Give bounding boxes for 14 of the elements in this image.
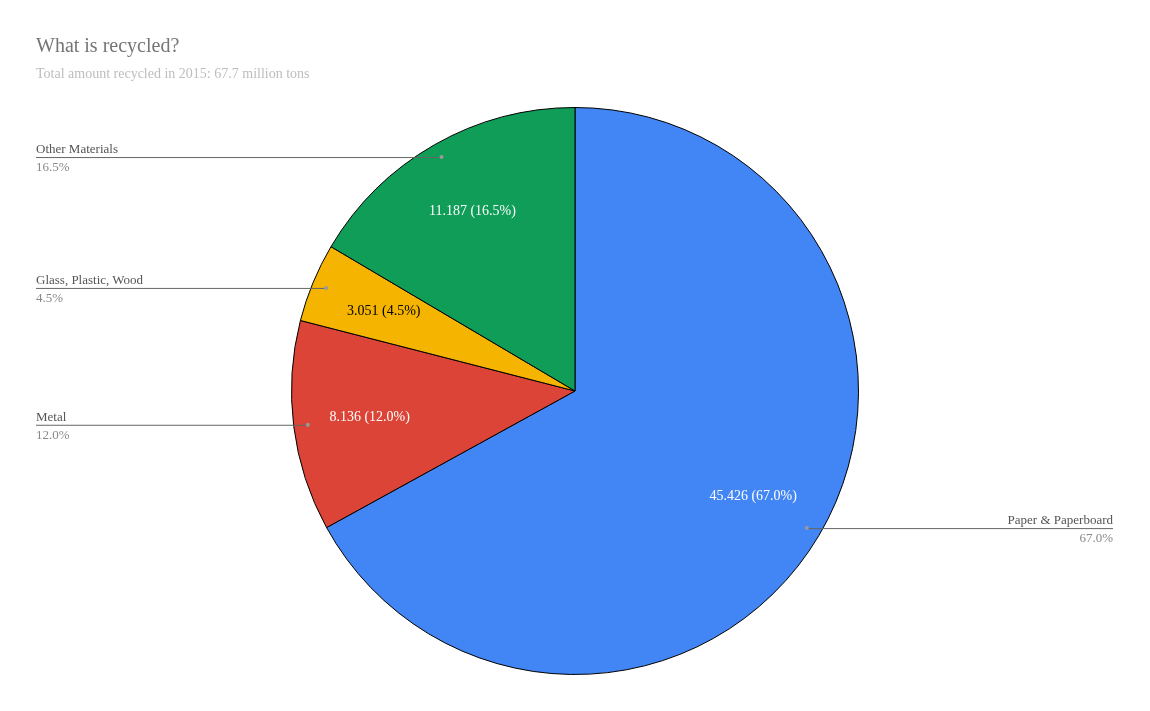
slice-label: Other Materials	[36, 141, 118, 157]
chart-subtitle: Total amount recycled in 2015: 67.7 million tons	[36, 66, 310, 82]
text: 16.5%	[36, 159, 70, 175]
data-label: 11.187 (16.5%)	[428, 202, 517, 219]
slice-label: Glass, Plastic, Wood	[36, 271, 144, 287]
chart-title: What is recycled?	[36, 34, 180, 57]
text: 12.0%	[36, 426, 70, 442]
data-label: 8.136 (12.0%)	[329, 408, 411, 425]
text: 4.5%	[36, 289, 64, 305]
slice-label: Metal	[36, 408, 67, 424]
slice-label: Paper & Paperboard	[1007, 512, 1114, 528]
text: 67.0%	[1079, 530, 1113, 546]
data-label: 45.426 (67.0%)	[709, 488, 798, 505]
data-label: 3.051 (4.5%)	[347, 303, 421, 320]
